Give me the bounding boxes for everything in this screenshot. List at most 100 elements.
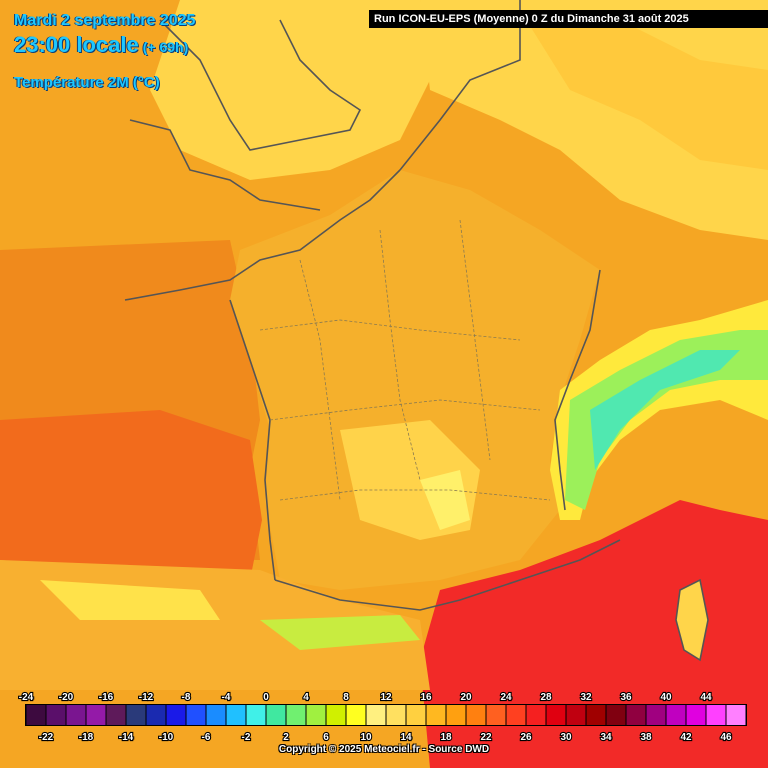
biscay-warm-field — [0, 410, 262, 580]
legend-swatch — [326, 705, 346, 725]
border-6 — [279, 489, 551, 501]
legend-swatch — [466, 705, 486, 725]
legend-top-label: 24 — [500, 692, 512, 703]
corsica-field — [676, 580, 708, 660]
legend-top-label: 12 — [380, 692, 392, 703]
south-england-coast — [129, 119, 321, 211]
legend-swatch — [46, 705, 66, 725]
legend-bottom-label: 2 — [283, 732, 289, 743]
legend-color-bar — [25, 704, 747, 726]
legend-swatch — [306, 705, 326, 725]
legend-swatch — [726, 705, 746, 725]
legend-top-label: -4 — [222, 692, 231, 703]
legend-top-label: 20 — [460, 692, 472, 703]
legend-top-label: 4 — [303, 692, 309, 703]
legend-bottom-label: 14 — [400, 732, 412, 743]
legend-swatch — [186, 705, 206, 725]
legend-swatch — [386, 705, 406, 725]
legend-swatch — [206, 705, 226, 725]
legend-swatch — [106, 705, 126, 725]
legend-swatch — [66, 705, 86, 725]
legend-bottom-label: 34 — [600, 732, 612, 743]
legend-top-label: 16 — [420, 692, 432, 703]
legend-swatch — [626, 705, 646, 725]
legend-bottom-label: 38 — [640, 732, 652, 743]
brittany-normandy-coast — [124, 169, 401, 301]
border-3 — [459, 219, 491, 461]
legend-bottom-label: 6 — [323, 732, 329, 743]
forecast-date: Mardi 2 septembre 2025 — [14, 12, 196, 29]
legend-swatch — [526, 705, 546, 725]
north-sea-coast — [399, 0, 521, 171]
legend-bottom-label: -2 — [242, 732, 251, 743]
legend-bottom-label: 18 — [440, 732, 452, 743]
legend-bottom-label: 46 — [720, 732, 732, 743]
legend-swatch — [426, 705, 446, 725]
legend-swatch — [246, 705, 266, 725]
mediterranean-coast — [274, 539, 621, 611]
legend-bottom-label: -14 — [119, 732, 134, 743]
legend-swatch — [486, 705, 506, 725]
legend-top-label: 0 — [263, 692, 269, 703]
border-4 — [259, 319, 521, 341]
legend-top-label: -24 — [19, 692, 34, 703]
legend-swatch — [166, 705, 186, 725]
alps-mid-field — [565, 330, 768, 510]
legend-swatch — [346, 705, 366, 725]
legend-top-label: 44 — [700, 692, 712, 703]
legend-top-label: -16 — [99, 692, 114, 703]
copyright-text: Copyright © 2025 Meteociel.fr - Source D… — [278, 744, 490, 755]
legend-swatch — [606, 705, 626, 725]
legend-bottom-label: 10 — [360, 732, 372, 743]
england-coast — [159, 19, 362, 151]
legend-bottom-label: -22 — [39, 732, 54, 743]
color-legend: -24 -20 -16 -12 -8 -4 0 4 8 12 16 20 24 28 32 36 40 44 -2… — [18, 691, 747, 744]
legend-top-label: 36 — [620, 692, 632, 703]
variable-label: Température 2M (°C) — [14, 74, 160, 91]
alps-cold-field — [590, 350, 740, 470]
region-borders — [259, 219, 551, 501]
forecast-time-value: 23:00 locale — [14, 32, 139, 57]
legend-swatch — [566, 705, 586, 725]
legend-swatch — [586, 705, 606, 725]
legend-top-label: -20 — [59, 692, 74, 703]
run-info-banner: Run ICON-EU-EPS (Moyenne) 0 Z du Dimanch… — [369, 10, 768, 28]
legend-swatch — [506, 705, 526, 725]
border-5 — [269, 399, 541, 421]
legend-top-label: 40 — [660, 692, 672, 703]
forecast-lead: (+ 69h) — [142, 39, 189, 55]
legend-bottom-label: 30 — [560, 732, 572, 743]
spain-cool-patch — [40, 580, 220, 620]
legend-swatch — [86, 705, 106, 725]
border-2 — [379, 229, 421, 481]
atlantic-coast — [229, 299, 276, 581]
coastlines — [124, 0, 709, 662]
legend-top-label: 32 — [580, 692, 592, 703]
legend-top-label: 28 — [540, 692, 552, 703]
legend-bottom-label: 22 — [480, 732, 492, 743]
mediterranean-field — [420, 500, 768, 768]
legend-swatch — [686, 705, 706, 725]
legend-swatch — [26, 705, 46, 725]
uk-warm-field — [150, 0, 440, 180]
legend-swatch — [546, 705, 566, 725]
legend-swatch — [226, 705, 246, 725]
massif-cool-spot — [420, 470, 470, 530]
east-border — [554, 269, 601, 511]
legend-top-label: -12 — [139, 692, 154, 703]
legend-bottom-labels: -22 -18 -14 -10 -6 -2 2 6 10 14 18 22 26 30 34 38 42 46 — [38, 731, 733, 744]
corsica-coast — [675, 578, 709, 662]
legend-swatch — [666, 705, 686, 725]
forecast-time: 23:00 locale (+ 69h) — [14, 32, 188, 58]
legend-bottom-label: -10 — [159, 732, 174, 743]
legend-bottom-label: 26 — [520, 732, 532, 743]
france-field — [230, 170, 600, 590]
legend-swatch — [286, 705, 306, 725]
legend-top-labels: -24 -20 -16 -12 -8 -4 0 4 8 12 16 20 24 28 32 36 40 44 — [18, 691, 713, 704]
legend-swatch — [266, 705, 286, 725]
legend-bottom-label: -6 — [202, 732, 211, 743]
border-1 — [299, 259, 341, 501]
legend-swatch — [646, 705, 666, 725]
